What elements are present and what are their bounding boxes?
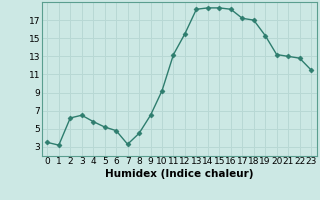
X-axis label: Humidex (Indice chaleur): Humidex (Indice chaleur) (105, 169, 253, 179)
